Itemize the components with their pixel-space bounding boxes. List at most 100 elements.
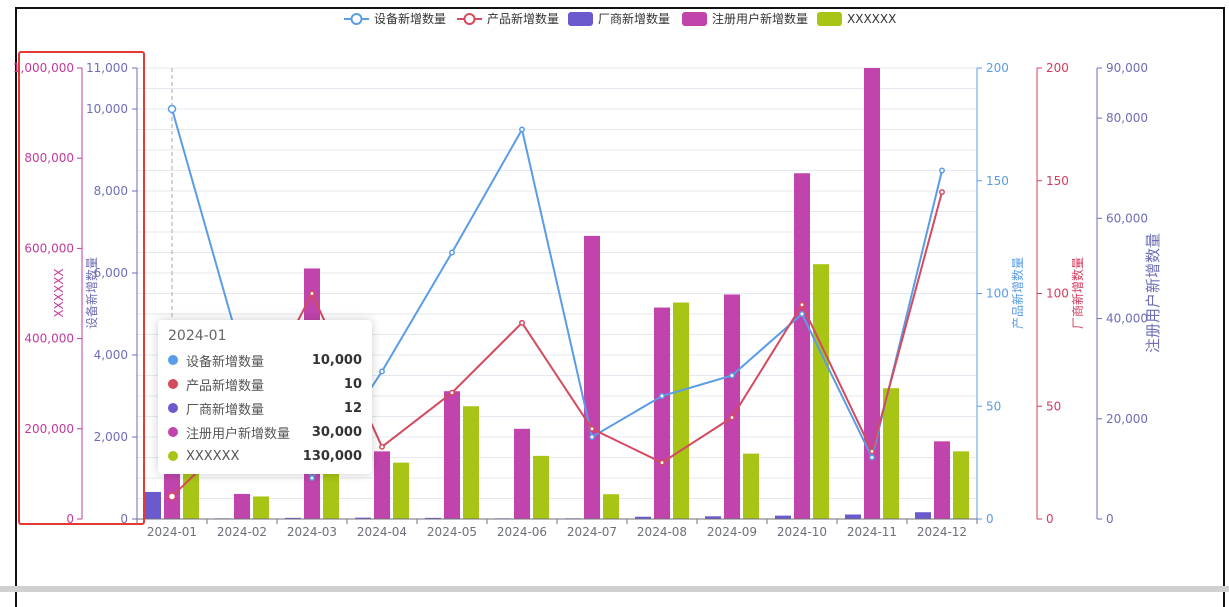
legend-label: XXXXXX [847,12,896,26]
tooltip-dot [168,451,178,461]
line-point [939,189,945,195]
legend-symbol [682,12,707,26]
y-tick-label: 50 [1046,399,1061,413]
y-tick-label: 400,000 [24,332,74,346]
y-tick-label: 0 [1046,512,1054,526]
bottom-strip [0,586,1229,592]
line-point [449,389,455,396]
y-tick-label: 0 [1106,512,1114,526]
y-tick-label: 60,000 [1106,211,1148,225]
y-tick-label: 100 [986,287,1009,301]
tooltip-series-name: 厂商新增数量 [186,402,265,418]
y-tick-label: 40,000 [1106,312,1148,326]
legend-symbol [568,12,593,26]
x-tick-label: 2024-12 [917,525,967,539]
legend-label: 产品新增数量 [487,11,559,26]
highlight-box [18,51,145,525]
legend-symbol [463,13,476,25]
x-tick-label: 2024-08 [637,525,687,539]
line-point [519,319,525,326]
line-point [167,104,177,114]
series-line [171,191,943,498]
x-tick-label: 2024-03 [287,525,337,539]
y-tick-label: 200 [986,61,1009,75]
tooltip-series-value: 30,000 [311,424,362,440]
y-tick-label: 0 [66,512,74,526]
y-tick-label: 4,000 [94,348,128,362]
tooltip-series-name: 注册用户新增数量 [186,426,291,442]
bar [743,453,759,519]
tooltip-series-value: 130,000 [302,448,362,464]
line-point [379,368,385,375]
y-tick-label: 11,000 [86,61,128,75]
tooltip-series-name: 产品新增数量 [186,378,265,394]
line-point [799,311,805,317]
tooltip-series-value: 12 [343,400,362,416]
tooltip-dot [168,403,178,413]
bar [323,473,339,519]
bar [705,516,721,519]
tooltip-row: 设备新增数量 10,000 [168,348,362,372]
line-point [939,167,945,174]
tooltip-dot [168,427,178,437]
line-point [869,454,875,461]
y-tick-label: 800,000 [24,151,74,165]
line-point [167,492,177,501]
bar [533,455,549,519]
y-axis-name: XXXXXX [52,268,66,317]
line-point [659,393,665,399]
bar [864,68,880,519]
y-tick-label: 1,000,000 [13,61,74,75]
tooltip-row: 注册用户新增数量 30,000 [168,420,362,444]
bar [514,428,530,519]
x-tick-label: 2024-05 [427,525,477,539]
x-tick-label: 2024-11 [847,525,897,539]
y-tick-label: 150 [1046,174,1069,188]
bar [724,294,740,519]
legend-symbol [817,12,842,26]
bar [253,496,269,519]
bar [883,388,899,519]
tooltip-row: 厂商新增数量 12 [168,396,362,420]
x-tick-label: 2024-10 [777,525,827,539]
bar [374,451,390,519]
legend-symbol [350,13,363,25]
tooltip-series-name: 设备新增数量 [186,354,265,370]
bar [845,514,861,519]
legend-label: 注册用户新增数量 [712,11,808,26]
bar [463,406,479,519]
y-tick-label: 6,000 [94,266,128,280]
bar [635,516,651,519]
x-tick-label: 2024-04 [357,525,407,539]
tooltip: 2024-01 设备新增数量 10,000 产品新增数量 10 厂商新增数量 1… [158,320,372,474]
tooltip-title: 2024-01 [168,328,227,344]
bar [584,235,600,519]
line-point [589,434,595,440]
legend-label: 设备新增数量 [374,11,446,26]
y-tick-label: 2,000 [94,430,128,444]
line-point [589,425,595,432]
bar [934,441,950,519]
y-tick-label: 0 [120,512,128,526]
tooltip-row: XXXXXX 130,000 [168,444,362,468]
bar [393,462,409,519]
tooltip-dot [168,379,178,389]
line-point [449,249,455,256]
bar [425,517,441,519]
y-axis-name: 设备新增数量 [84,257,99,329]
line-point [519,126,525,133]
bar [654,307,670,519]
tooltip-series-value: 10,000 [311,352,362,368]
y-tick-label: 100 [1046,287,1069,301]
tooltip-series-value: 10 [343,376,362,392]
line-point [799,301,805,308]
x-tick-label: 2024-01 [147,525,197,539]
combo-chart: 2024-01 2024-02 2024-03 2024-04 2024-05 2024-… [13,11,1162,539]
legend-label: 厂商新增数量 [598,11,670,26]
y-tick-label: 20,000 [1106,412,1148,426]
line-point [729,414,735,421]
bar [603,494,619,519]
tooltip-series-name: XXXXXX [186,448,240,464]
y-tick-label: 200 [1046,61,1069,75]
y-tick-label: 600,000 [24,241,74,255]
